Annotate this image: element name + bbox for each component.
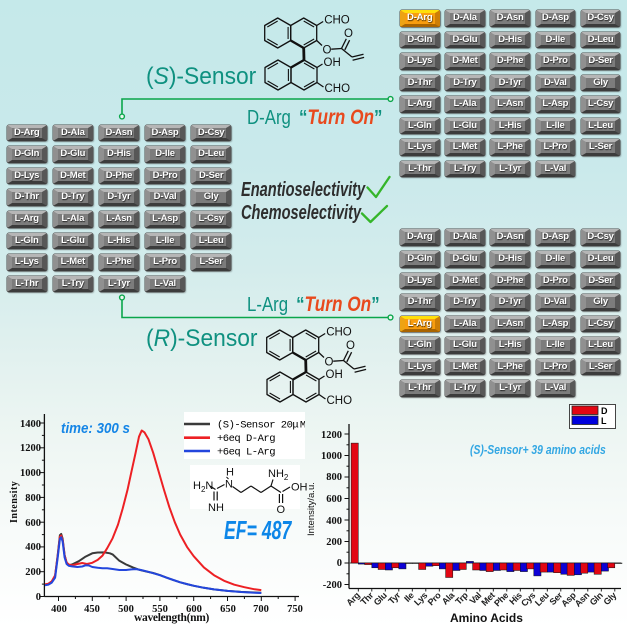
svg-text:O: O	[346, 340, 355, 352]
svg-text:D: D	[601, 406, 608, 416]
svg-text:Gly: Gly	[602, 590, 619, 607]
svg-text:600: 600	[186, 604, 202, 615]
svg-text:NH: NH	[208, 502, 224, 514]
svg-text:700: 700	[253, 604, 269, 615]
svg-text:+6eq L-Arg: +6eq L-Arg	[217, 446, 275, 458]
svg-text:L: L	[601, 416, 607, 426]
svg-text:O: O	[277, 504, 286, 516]
svg-text:CHO: CHO	[326, 327, 352, 339]
svg-text:O: O	[325, 357, 334, 369]
svg-text:400: 400	[51, 604, 67, 615]
svg-text:450: 450	[84, 604, 100, 615]
svg-text:1200: 1200	[20, 443, 41, 454]
svg-text:O: O	[323, 45, 332, 57]
svg-text:CHO: CHO	[327, 395, 353, 407]
svg-text:200: 200	[25, 567, 41, 578]
svg-text:800: 800	[25, 493, 41, 504]
svg-text:CHO: CHO	[324, 15, 350, 27]
svg-text:(S)-Sensor 20μ M: (S)-Sensor 20μ M	[217, 420, 305, 432]
svg-text:800: 800	[326, 472, 342, 483]
svg-text:OH: OH	[326, 369, 343, 381]
svg-text:1000: 1000	[321, 451, 342, 462]
svg-text:H: H	[226, 467, 234, 479]
svg-text:N: N	[225, 479, 233, 491]
svg-text:OH: OH	[291, 482, 308, 494]
svg-text:400: 400	[326, 516, 342, 527]
svg-text:0: 0	[337, 558, 342, 569]
svg-text:Tyr: Tyr	[386, 590, 402, 606]
svg-text:1200: 1200	[321, 430, 342, 441]
svg-text:750: 750	[287, 604, 303, 615]
svg-text:H2N: H2N	[193, 480, 213, 494]
svg-text:400: 400	[25, 542, 41, 553]
svg-text:O: O	[344, 28, 353, 40]
svg-text:200: 200	[326, 537, 342, 548]
svg-text:CHO: CHO	[325, 83, 351, 95]
svg-text:0: 0	[36, 592, 41, 603]
svg-text:600: 600	[25, 518, 41, 529]
svg-text:1000: 1000	[20, 468, 41, 479]
svg-text:650: 650	[220, 604, 236, 615]
svg-text:NH2: NH2	[268, 468, 289, 482]
svg-text:550: 550	[152, 604, 168, 615]
svg-text:500: 500	[118, 604, 134, 615]
svg-text:OH: OH	[324, 57, 341, 69]
svg-text:-200: -200	[323, 580, 342, 591]
svg-text:1400: 1400	[20, 419, 41, 430]
svg-text:600: 600	[326, 494, 342, 505]
svg-text:+6eq D-Arg: +6eq D-Arg	[217, 433, 275, 445]
